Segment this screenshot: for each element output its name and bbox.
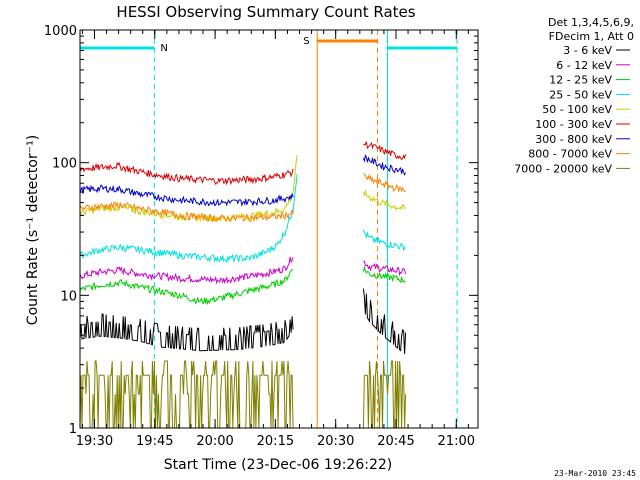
plot-area: NS [79,30,458,429]
series-line-2 [362,265,406,284]
series-25-50keV [79,174,406,264]
saa-label: S [303,36,309,47]
series-line-1 [79,360,294,429]
y-tick-label: 100 [52,157,77,172]
series-line-1 [79,184,294,208]
x-tick-label: 19:30 [76,434,113,449]
legend-header: Det 1,3,4,5,6,9, [548,16,634,29]
series-7000-20000keV [79,360,407,429]
x-tick-label: 20:30 [317,434,354,449]
night-label: N [160,43,167,54]
series-100-300keV [79,141,407,186]
legend-item-label: 12 - 25 keV [549,74,612,87]
series-line-1 [79,174,298,264]
y-axis-label: Count Rate (s⁻¹ detector⁻¹) [25,135,41,325]
x-tick-label: 20:00 [196,434,233,449]
series-line-2 [362,153,407,176]
series-line-1 [79,256,294,285]
series-line-1 [79,155,298,223]
series-line-1 [79,269,294,306]
chart-title: HESSI Observing Summary Count Rates [116,3,415,21]
legend: Det 1,3,4,5,6,9,FDecim 1, Att 03 - 6 keV… [514,16,634,175]
series-line-2 [363,173,406,193]
series-line-1 [79,161,294,186]
series-line-2 [363,141,407,161]
legend-item-label: 50 - 100 keV [542,103,612,116]
series-50-100keV [79,155,406,223]
series-300-800keV [79,153,407,208]
x-tick-label: 20:15 [257,434,294,449]
series-6-12keV [79,256,407,285]
x-tick-label: 21:00 [438,434,475,449]
legend-item-label: 25 - 50 keV [549,88,612,101]
y-tick-label: 1 [69,422,77,437]
series-line-2 [362,190,406,211]
series-line-1 [79,313,294,352]
legend-header: FDecim 1, Att 0 [549,30,634,43]
legend-item-label: 6 - 12 keV [556,59,612,72]
x-tick-label: 19:45 [136,434,173,449]
y-tick-label: 10 [60,289,77,304]
series-line-2 [363,260,407,277]
x-axis-label: Start Time (23-Dec-06 19:26:22) [164,457,392,473]
series-line-2 [362,229,406,251]
series-3-6keV [79,288,407,354]
series-line-1 [79,201,294,223]
y-tick-label: 1000 [44,24,77,39]
plot-frame [79,29,479,429]
legend-item-label: 300 - 800 keV [535,133,612,146]
axes: 1 10 100 1000 19:30 19:45 20:00 20:15 20:30 20:45… [44,24,479,449]
series-line-2 [362,288,407,354]
series-800-7000keV [79,173,406,223]
series-line-2 [362,360,407,429]
legend-item-label: 800 - 7000 keV [528,148,612,161]
x-tick-label: 20:45 [377,434,414,449]
legend-item-label: 3 - 6 keV [563,44,612,57]
legend-item-label: 100 - 300 keV [535,118,612,131]
footer-timestamp: 23-Mar-2010 23:45 [554,469,636,478]
legend-item-label: 7000 - 20000 keV [514,162,612,175]
series-12-25keV [79,265,406,306]
